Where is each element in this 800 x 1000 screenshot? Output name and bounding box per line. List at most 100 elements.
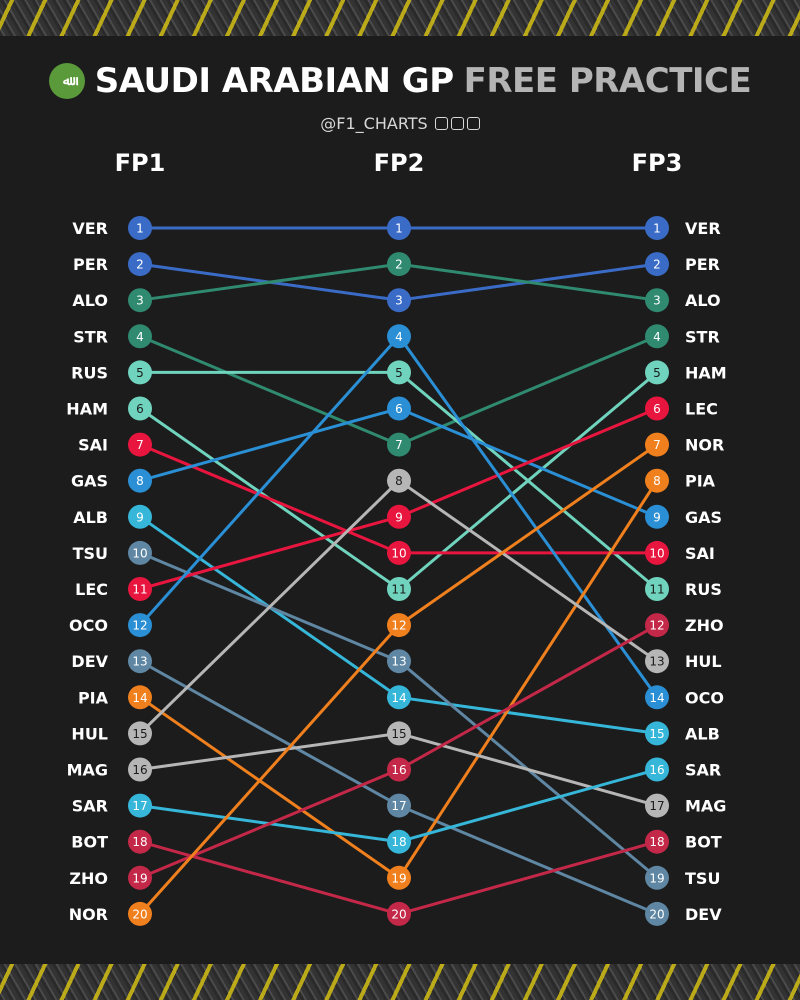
marker-fp2-alo [387, 252, 411, 277]
marker-fp3-per [645, 252, 669, 277]
marker-label-fp2-zho: 16 [391, 763, 406, 777]
marker-label-fp3-pia: 8 [653, 474, 661, 488]
marker-label-fp2-lec: 9 [395, 510, 403, 524]
marker-fp3-ham [645, 360, 669, 385]
marker-fp1-nor [128, 901, 152, 926]
marker-fp3-alb [645, 721, 669, 746]
marker-fp2-per [387, 288, 411, 313]
marker-label-fp1-tsu: 10 [132, 546, 147, 560]
marker-fp3-tsu [645, 865, 669, 890]
marker-label-fp2-hul: 8 [395, 474, 403, 488]
driver-label-right-alo: ALO [685, 291, 721, 310]
marker-label-fp2-rus: 5 [395, 366, 403, 380]
line-oco-fp1 [138, 334, 401, 627]
saudi-flag-icon: ﷲ [48, 63, 85, 99]
marker-fp2-str [387, 432, 411, 457]
marker-fp1-per [128, 252, 152, 277]
marker-label-fp2-mag: 15 [391, 727, 406, 741]
driver-label-right-oco: OCO [685, 688, 724, 707]
marker-fp1-sar [128, 793, 152, 818]
line-sar-fp2 [397, 768, 659, 844]
marker-label-fp3-hul: 13 [649, 655, 664, 669]
session-header-fp2: FP2 [374, 149, 425, 177]
driver-label-left-dev: DEV [71, 652, 108, 671]
marker-label-fp3-per: 2 [653, 258, 661, 272]
marker-label-fp3-lec: 6 [653, 402, 661, 416]
driver-label-left-per: PER [73, 255, 108, 274]
driver-label-left-zho: ZHO [69, 869, 108, 888]
marker-fp1-zho [128, 865, 152, 890]
driver-label-left-oco: OCO [69, 616, 108, 635]
marker-fp2-tsu [387, 649, 411, 674]
handle-row: @F1_CHARTS [0, 114, 800, 133]
facebook-icon [466, 117, 480, 130]
marker-label-fp1-per: 2 [136, 258, 144, 272]
driver-label-right-lec: LEC [685, 400, 718, 419]
line-str-fp1 [138, 334, 401, 447]
marker-fp2-lec [387, 504, 411, 529]
marker-fp1-pia [128, 685, 152, 710]
marker-fp3-lec [645, 396, 669, 421]
line-nor-fp2 [397, 443, 659, 627]
marker-label-fp3-nor: 7 [653, 438, 661, 452]
marker-fp3-mag [645, 793, 669, 818]
marker-fp3-pia [645, 468, 669, 493]
driver-label-right-dev: DEV [685, 905, 722, 924]
marker-label-fp2-tsu: 13 [391, 655, 406, 669]
driver-label-left-hul: HUL [71, 724, 108, 743]
line-lec-fp1 [138, 515, 401, 591]
marker-label-fp1-str: 4 [136, 330, 144, 344]
driver-label-left-mag: MAG [67, 761, 108, 780]
social-handle: @F1_CHARTS [320, 114, 428, 133]
driver-label-right-sai: SAI [685, 544, 715, 563]
line-bot-fp2 [397, 840, 659, 916]
marker-fp2-dev [387, 793, 411, 818]
line-nor-fp1 [138, 623, 401, 916]
marker-fp3-nor [645, 432, 669, 457]
title-sub: FREE PRACTICE [463, 61, 752, 101]
marker-fp1-oco [128, 613, 152, 638]
marker-fp1-tsu [128, 540, 152, 565]
marker-fp2-sai [387, 540, 411, 565]
marker-fp2-rus [387, 360, 411, 385]
decorative-band-bottom [0, 964, 800, 1000]
driver-label-right-ham: HAM [685, 363, 727, 382]
marker-fp2-hul [387, 468, 411, 493]
marker-label-fp2-ham: 11 [391, 583, 406, 597]
marker-fp1-str [128, 324, 152, 349]
line-dev-fp2 [397, 804, 659, 916]
marker-label-fp2-ver: 1 [395, 222, 403, 236]
session-header-fp1: FP1 [115, 149, 166, 177]
decorative-band-top [0, 0, 800, 36]
line-oco-fp2 [397, 334, 659, 699]
title-row: ﷲ SAUDI ARABIAN GP FREE PRACTICE [0, 58, 800, 104]
driver-label-left-nor: NOR [69, 905, 108, 924]
instagram-icon [450, 117, 464, 130]
title-main: SAUDI ARABIAN GP [94, 61, 454, 101]
marker-fp1-gas [128, 468, 152, 493]
marker-label-fp3-alo: 3 [653, 294, 661, 308]
line-mag-fp2 [397, 731, 659, 808]
marker-fp1-ham [128, 396, 152, 421]
marker-label-fp3-ver: 1 [653, 222, 661, 236]
marker-fp3-oco [645, 685, 669, 710]
marker-fp1-ver [128, 216, 152, 240]
marker-label-fp1-ham: 6 [136, 402, 144, 416]
line-alb-fp2 [397, 695, 659, 735]
marker-label-fp3-mag: 17 [649, 799, 664, 813]
line-zho-fp1 [138, 768, 401, 880]
driver-label-right-mag: MAG [685, 797, 726, 816]
twitter-icon [434, 117, 448, 130]
driver-label-left-ver: VER [72, 219, 108, 238]
marker-fp2-ham [387, 577, 411, 601]
line-alo-fp2 [397, 262, 659, 302]
driver-label-left-sai: SAI [78, 436, 108, 455]
marker-fp2-zho [387, 757, 411, 782]
marker-label-fp2-oco: 4 [395, 330, 403, 344]
driver-label-left-pia: PIA [78, 688, 109, 707]
line-hul-fp1 [138, 479, 401, 735]
driver-label-right-nor: NOR [685, 436, 724, 455]
marker-fp3-hul [645, 649, 669, 674]
